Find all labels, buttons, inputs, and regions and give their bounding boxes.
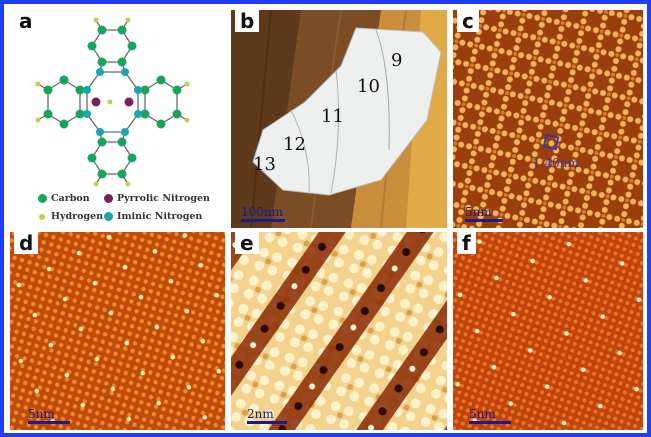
legend-pyrrolic-nitrogen: Pyrrolic Nitrogen <box>104 193 210 204</box>
panel-b-label: b <box>235 10 260 32</box>
scale-bar-f: 5nm <box>469 408 511 424</box>
panel-e-label: e <box>235 232 259 254</box>
panel-d-stm-image: 5nm d <box>10 232 225 430</box>
terrace-label-11: 11 <box>321 106 344 127</box>
terrace-label-13: 13 <box>253 154 276 175</box>
scale-bar-d: 5nm <box>28 408 70 424</box>
scale-bar-c: 5nm <box>465 206 503 222</box>
lattice-image-f <box>453 232 643 430</box>
terrace-label-10: 10 <box>357 76 380 97</box>
scale-line-f <box>469 421 511 424</box>
terrace-label-12: 12 <box>283 134 306 155</box>
scale-line-e <box>247 421 287 424</box>
molecule-diagram <box>35 17 190 187</box>
scale-bar-b: 100nm <box>241 206 285 222</box>
scale-text-b: 100nm <box>241 205 284 219</box>
terrace-topography <box>231 10 447 228</box>
panel-f-label: f <box>457 232 476 254</box>
panel-b-afm-image: 9 10 11 12 13 100nm b <box>231 10 447 228</box>
pyrrolic-nitrogen-swatch <box>104 194 113 203</box>
scale-line-c <box>465 219 503 222</box>
panel-d-label: d <box>14 232 39 254</box>
panel-c-stm-image: 1.40nm 5nm c <box>453 10 643 228</box>
legend-carbon: Carbon <box>38 193 90 204</box>
scale-line-d <box>28 421 70 424</box>
panel-a-molecule: Carbon Pyrrolic Nitrogen Hydrogen Iminic… <box>10 10 225 228</box>
carbon-swatch <box>38 194 47 203</box>
scale-text-f: 5nm <box>469 407 496 421</box>
legend-hydrogen: Hydrogen <box>38 211 103 222</box>
scale-text-c: 5nm <box>465 205 492 219</box>
scale-bar-e: 2nm <box>247 408 287 424</box>
lattice-image-c <box>453 10 643 228</box>
lattice-image-e <box>231 232 447 430</box>
scale-text-d: 5nm <box>28 407 55 421</box>
lattice-image-d <box>10 232 225 430</box>
terrace-label-9: 9 <box>391 50 403 71</box>
scale-line-b <box>241 219 285 222</box>
panel-f-stm-image: 5nm f <box>453 232 643 430</box>
panel-a-label: a <box>14 10 38 32</box>
panel-e-stm-image: 2nm e <box>231 232 447 430</box>
scale-text-e: 2nm <box>247 407 274 421</box>
iminic-nitrogen-swatch <box>104 212 113 221</box>
lattice-constant-label: 1.40nm <box>533 156 579 170</box>
legend-iminic-nitrogen: Iminic Nitrogen <box>104 211 202 222</box>
panel-c-label: c <box>457 10 479 32</box>
hydrogen-swatch <box>39 213 45 220</box>
